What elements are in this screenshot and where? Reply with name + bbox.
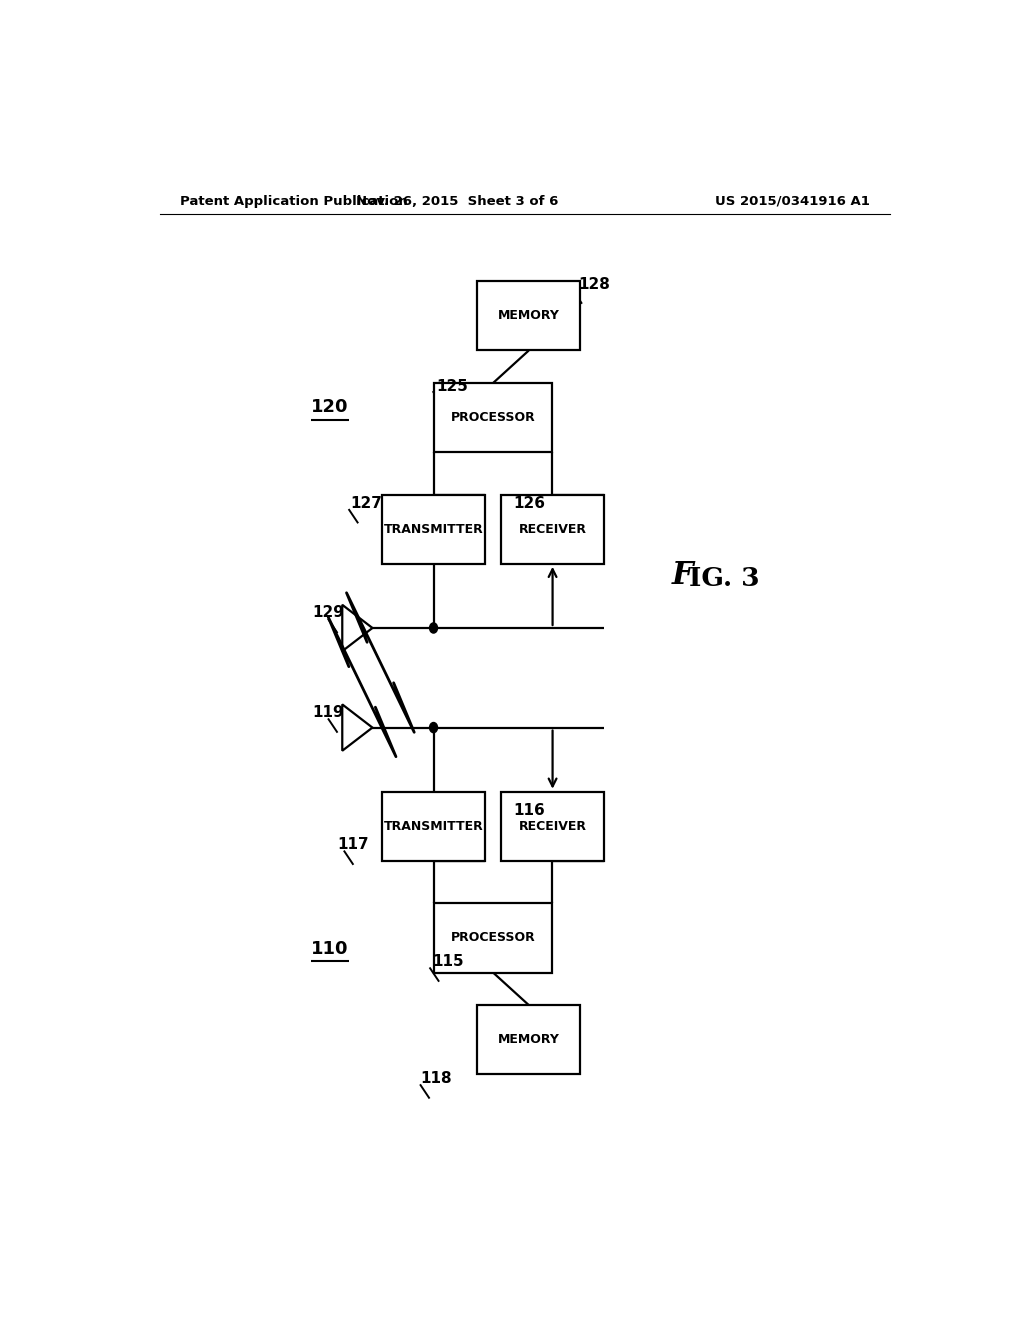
Text: Patent Application Publication: Patent Application Publication bbox=[179, 194, 408, 207]
Text: MEMORY: MEMORY bbox=[498, 309, 560, 322]
Text: TRANSMITTER: TRANSMITTER bbox=[384, 523, 483, 536]
Text: MEMORY: MEMORY bbox=[498, 1034, 560, 1047]
Text: 126: 126 bbox=[513, 496, 545, 511]
Bar bbox=[434, 383, 552, 453]
Bar bbox=[477, 281, 581, 351]
Circle shape bbox=[430, 722, 437, 733]
Text: RECEIVER: RECEIVER bbox=[518, 523, 587, 536]
Text: IG. 3: IG. 3 bbox=[689, 566, 760, 590]
Text: 127: 127 bbox=[350, 496, 382, 511]
Text: US 2015/0341916 A1: US 2015/0341916 A1 bbox=[715, 194, 870, 207]
Text: PROCESSOR: PROCESSOR bbox=[451, 932, 536, 945]
Text: 115: 115 bbox=[433, 954, 464, 969]
Text: 118: 118 bbox=[420, 1071, 452, 1086]
Circle shape bbox=[430, 623, 437, 634]
Text: PROCESSOR: PROCESSOR bbox=[451, 411, 536, 424]
Text: 117: 117 bbox=[338, 837, 369, 851]
Text: Nov. 26, 2015  Sheet 3 of 6: Nov. 26, 2015 Sheet 3 of 6 bbox=[356, 194, 558, 207]
Text: 116: 116 bbox=[513, 804, 545, 818]
Text: 129: 129 bbox=[312, 606, 344, 620]
Text: 110: 110 bbox=[310, 940, 348, 958]
Text: F: F bbox=[672, 560, 693, 590]
Bar bbox=[382, 792, 485, 861]
Bar bbox=[501, 792, 604, 861]
Text: 120: 120 bbox=[310, 399, 348, 416]
Text: TRANSMITTER: TRANSMITTER bbox=[384, 820, 483, 833]
Bar bbox=[501, 495, 604, 564]
Text: 128: 128 bbox=[579, 277, 610, 292]
Text: 119: 119 bbox=[312, 705, 344, 719]
Text: 125: 125 bbox=[436, 379, 468, 393]
Bar bbox=[477, 1005, 581, 1074]
Text: RECEIVER: RECEIVER bbox=[518, 820, 587, 833]
Bar bbox=[382, 495, 485, 564]
Bar bbox=[434, 903, 552, 973]
